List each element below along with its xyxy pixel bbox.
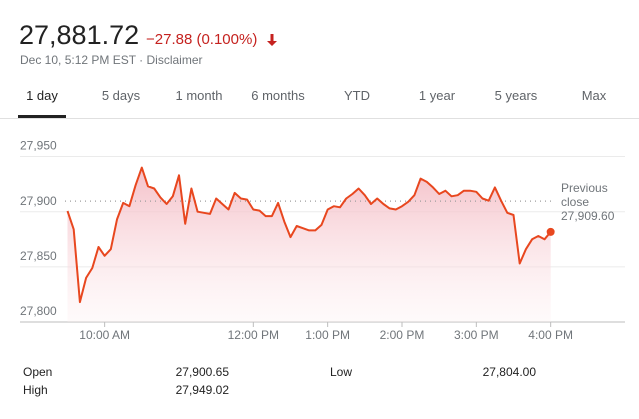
x-tick-label: 1:00 PM <box>305 328 350 342</box>
price: 27,881.72 <box>19 20 140 50</box>
stat-value: 27,949.02 <box>175 383 229 397</box>
y-tick-label: 27,950 <box>20 139 57 153</box>
x-tick-label: 3:00 PM <box>454 328 499 342</box>
tab[interactable]: 5 years <box>494 88 538 103</box>
area <box>67 167 551 322</box>
stat-label: Open <box>23 365 53 379</box>
divider <box>0 118 639 119</box>
tab[interactable]: YTD <box>344 88 370 103</box>
stat-value: 27,900.65 <box>175 365 229 379</box>
y-tick-label: 27,800 <box>20 304 57 318</box>
y-tick-label: 27,900 <box>20 194 57 208</box>
tab-indicator <box>18 115 66 118</box>
stat-label: Low <box>330 365 353 379</box>
tab[interactable]: 5 days <box>101 88 141 103</box>
subtitle: Dec 10, 5:12 PM EST · Disclaimer <box>20 53 203 67</box>
price-change: −27.88 (0.100%) <box>146 31 258 48</box>
tab[interactable]: 1 month <box>175 88 223 103</box>
tab[interactable]: Max <box>581 88 607 103</box>
tab[interactable]: 1 day <box>26 88 58 103</box>
previous-close: Previous close 27,909.60 <box>561 181 621 223</box>
x-tick-label: 4:00 PM <box>528 328 573 342</box>
x-tick-label: 10:00 AM <box>79 328 130 342</box>
stat-label: High <box>23 383 48 397</box>
down-arrow <box>267 34 277 46</box>
price-line <box>66 166 552 304</box>
x-tick-label: 2:00 PM <box>380 328 425 342</box>
stat-value: 27,804.00 <box>482 365 536 379</box>
previous-close-value: 27,909.60 <box>561 209 615 223</box>
y-tick-label: 27,850 <box>20 249 57 263</box>
x-tick-label: 12:00 PM <box>228 328 279 342</box>
last-point <box>546 227 555 236</box>
tab[interactable]: 1 year <box>418 88 456 103</box>
previous-close-label: Previous close <box>561 181 608 209</box>
tab[interactable]: 6 months <box>251 88 305 103</box>
